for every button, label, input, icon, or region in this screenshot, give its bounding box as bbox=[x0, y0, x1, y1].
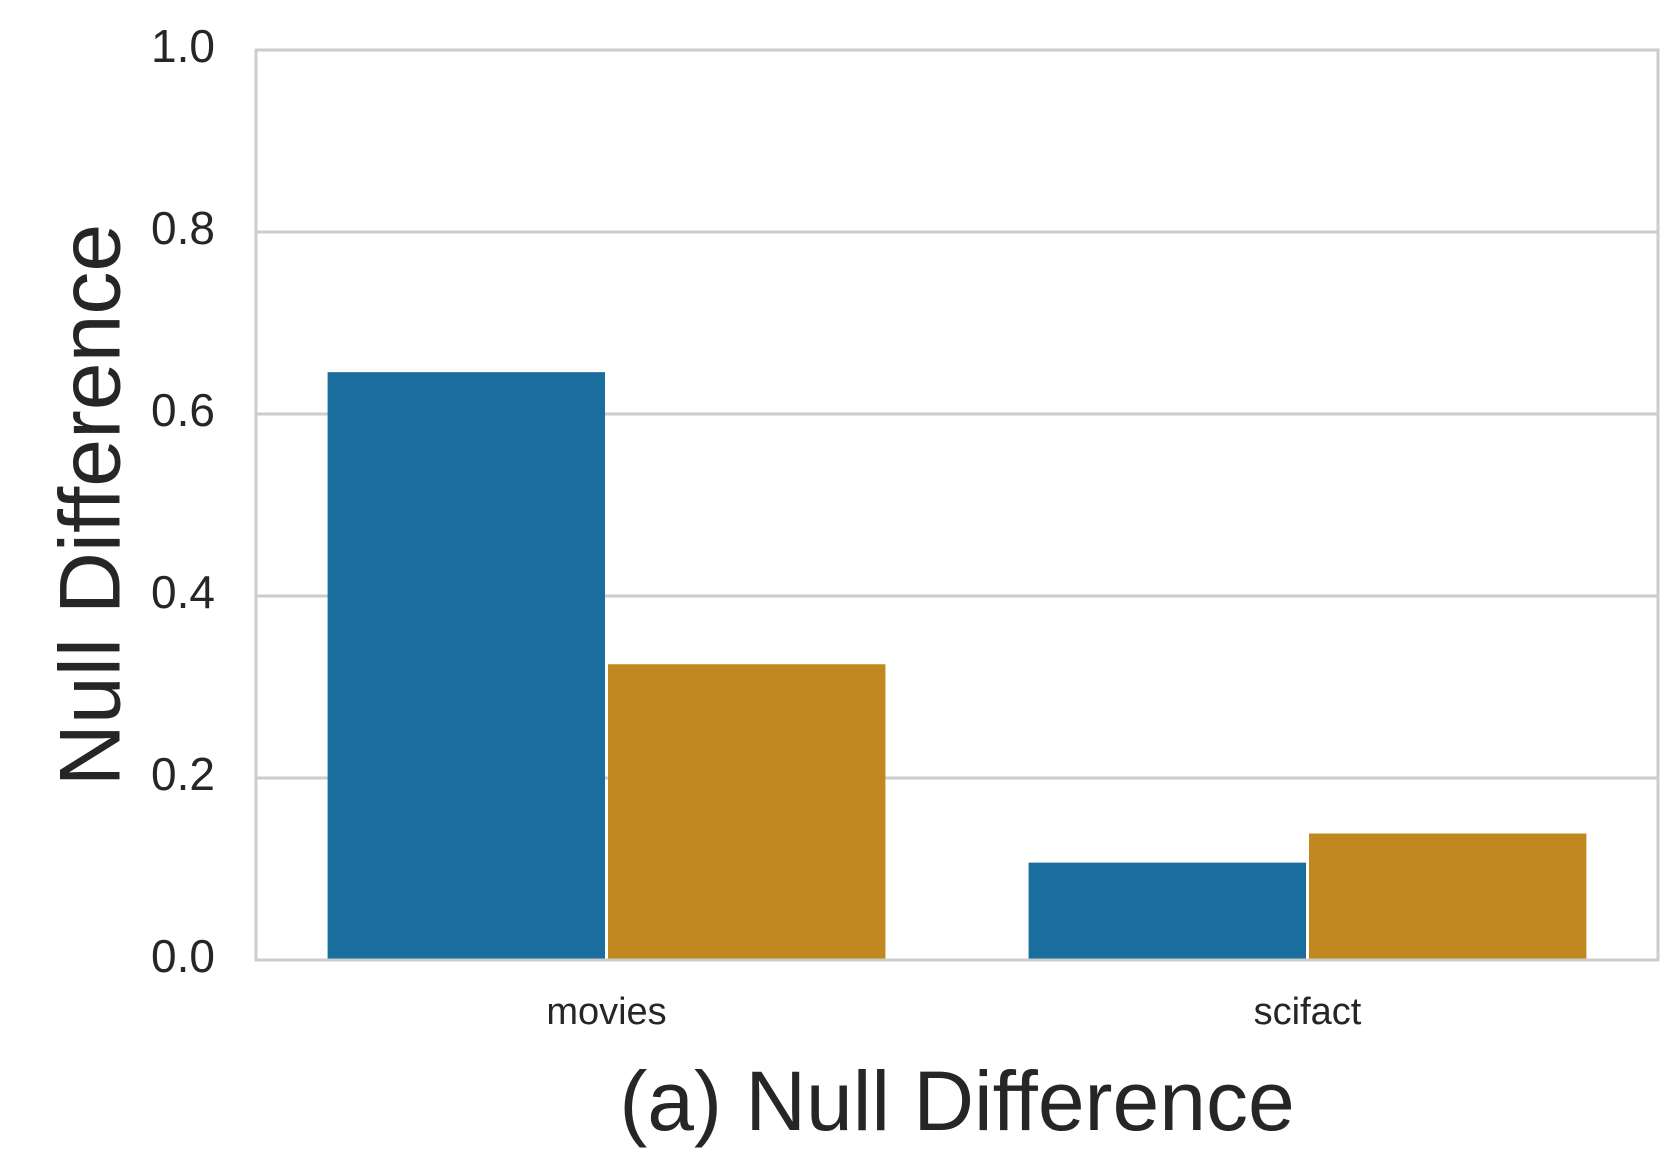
y-tick-label: 0.8 bbox=[151, 202, 215, 254]
bar-scifact-series-2 bbox=[1309, 833, 1587, 960]
y-tick-labels: 0.0 0.2 0.4 0.6 0.8 1.0 bbox=[151, 20, 215, 982]
y-tick-label: 0.4 bbox=[151, 566, 215, 618]
bar-scifact-series-1 bbox=[1028, 862, 1306, 960]
x-tick-labels: movies scifact bbox=[546, 991, 1361, 1033]
bar-movies-series-1 bbox=[327, 372, 605, 960]
y-tick-label: 0.6 bbox=[151, 384, 215, 436]
bar-movies-series-2 bbox=[608, 664, 886, 960]
y-axis-label: Null Difference bbox=[43, 224, 139, 786]
plot-frame bbox=[254, 48, 1660, 962]
x-tick-label: scifact bbox=[1254, 991, 1362, 1033]
bars bbox=[327, 372, 1587, 960]
x-tick-label: movies bbox=[546, 991, 666, 1033]
y-tick-label: 0.2 bbox=[151, 748, 215, 800]
y-tick-label: 0.0 bbox=[151, 930, 215, 982]
y-tick-label: 1.0 bbox=[151, 20, 215, 72]
x-axis-label: (a) Null Difference bbox=[619, 1054, 1294, 1148]
